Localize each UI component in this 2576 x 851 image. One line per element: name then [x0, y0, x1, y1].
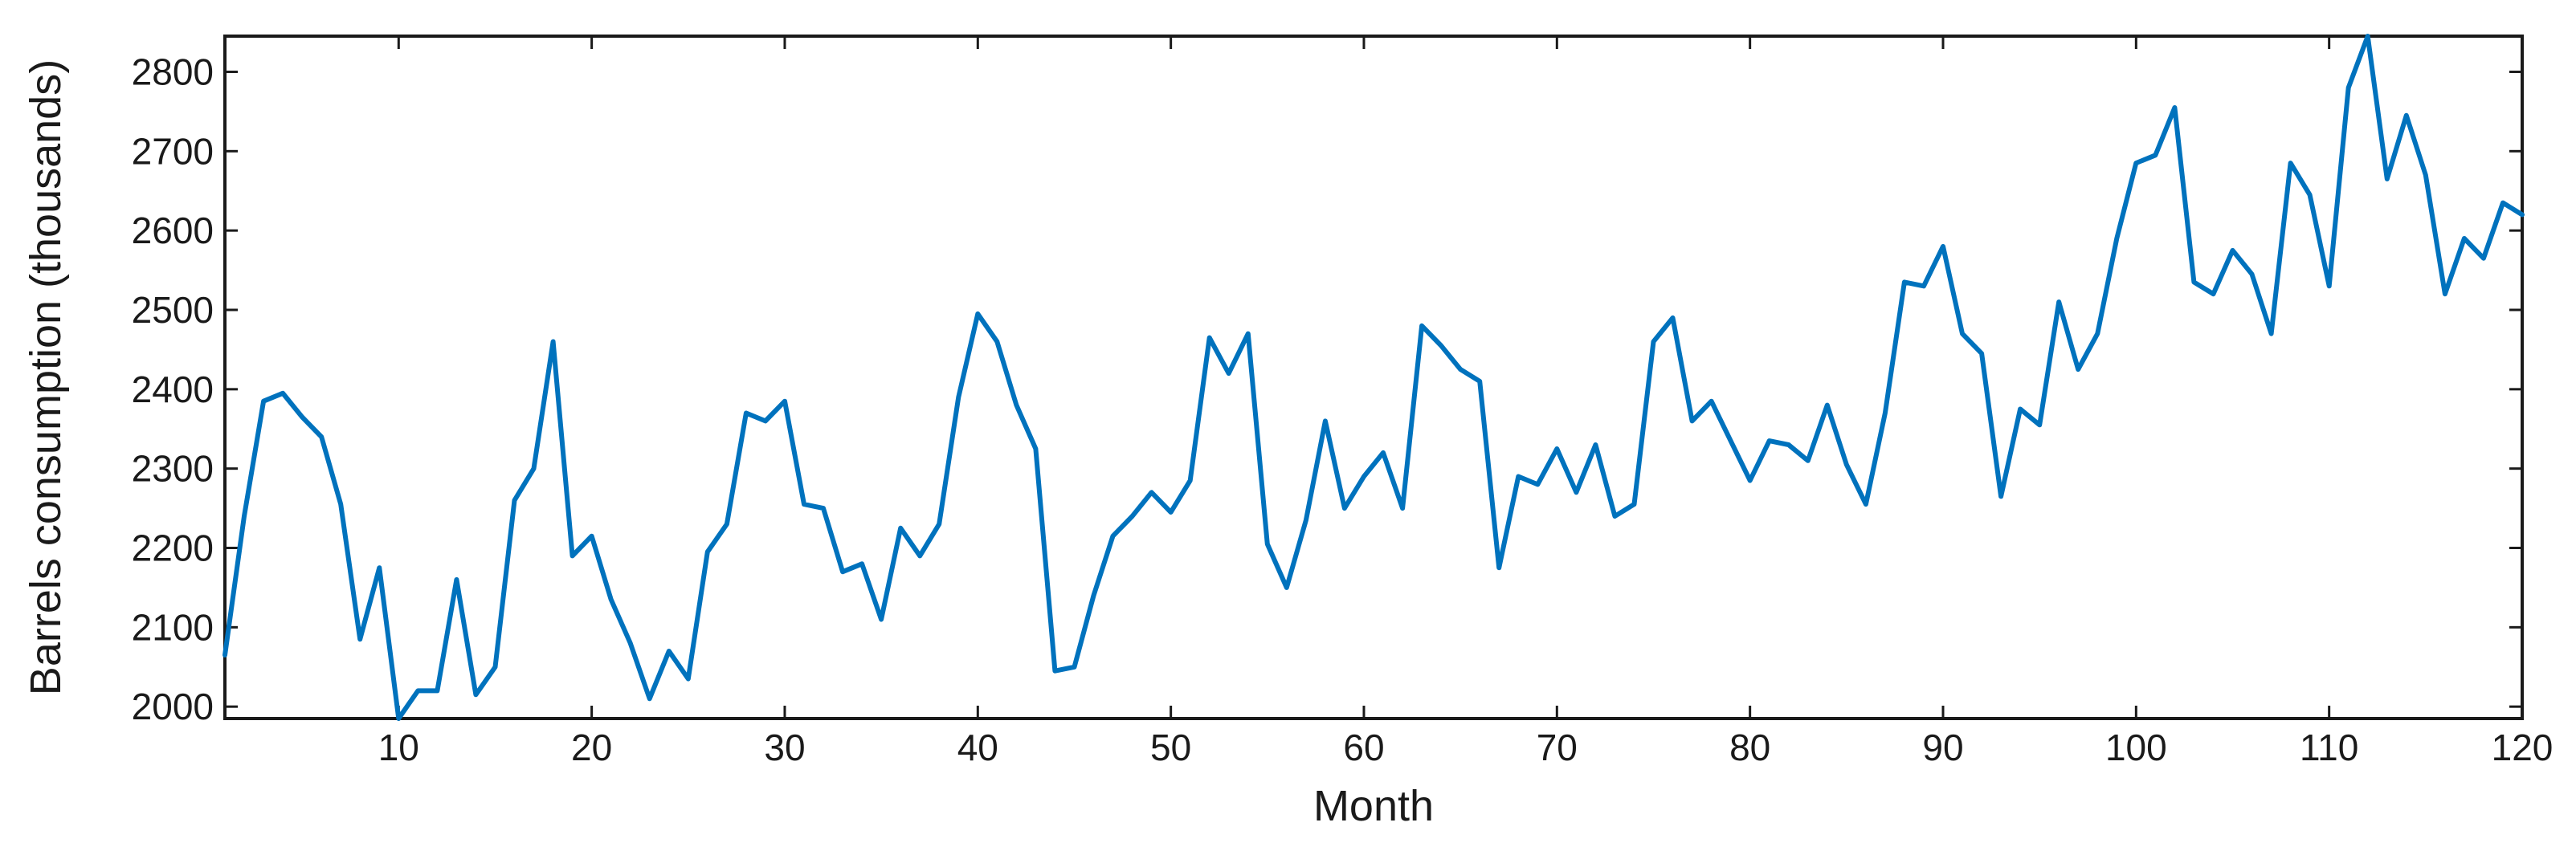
x-tick-label: 90	[1922, 727, 1963, 768]
y-tick-label: 2100	[132, 606, 214, 648]
series-layer	[222, 34, 2525, 721]
y-tick-label: 2000	[132, 686, 214, 727]
x-tick-label: 60	[1343, 727, 1384, 768]
x-tick-label: 110	[2300, 727, 2358, 768]
x-tick-label: 30	[764, 727, 805, 768]
x-tick-label: 120	[2492, 727, 2554, 768]
x-tick-label: 20	[571, 727, 612, 768]
y-tick-label: 2300	[132, 448, 214, 490]
y-tick-label: 2700	[132, 130, 214, 172]
x-tick-label: 100	[2105, 727, 2167, 768]
x-tick-label: 80	[1729, 727, 1770, 768]
y-tick-label: 2500	[132, 289, 214, 331]
y-axis-label: Barrels consumption (thousands)	[22, 59, 70, 695]
y-tick-label: 2800	[132, 51, 214, 92]
series-line	[222, 34, 2525, 721]
x-tick-label: 10	[378, 727, 419, 768]
y-tick-label: 2400	[132, 368, 214, 410]
y-tick-label: 2200	[132, 527, 214, 569]
y-tick-label: 2600	[132, 210, 214, 251]
x-axis-label: Month	[1313, 782, 1434, 830]
ticks-layer: 10 20 30 40 50 60 70 80 90 100 110 120 2000 2100 2200 2…	[132, 36, 2554, 768]
x-tick-label: 40	[957, 727, 998, 768]
x-tick-label: 50	[1150, 727, 1191, 768]
plot-frame	[223, 35, 2524, 720]
x-tick-label: 70	[1537, 727, 1578, 768]
